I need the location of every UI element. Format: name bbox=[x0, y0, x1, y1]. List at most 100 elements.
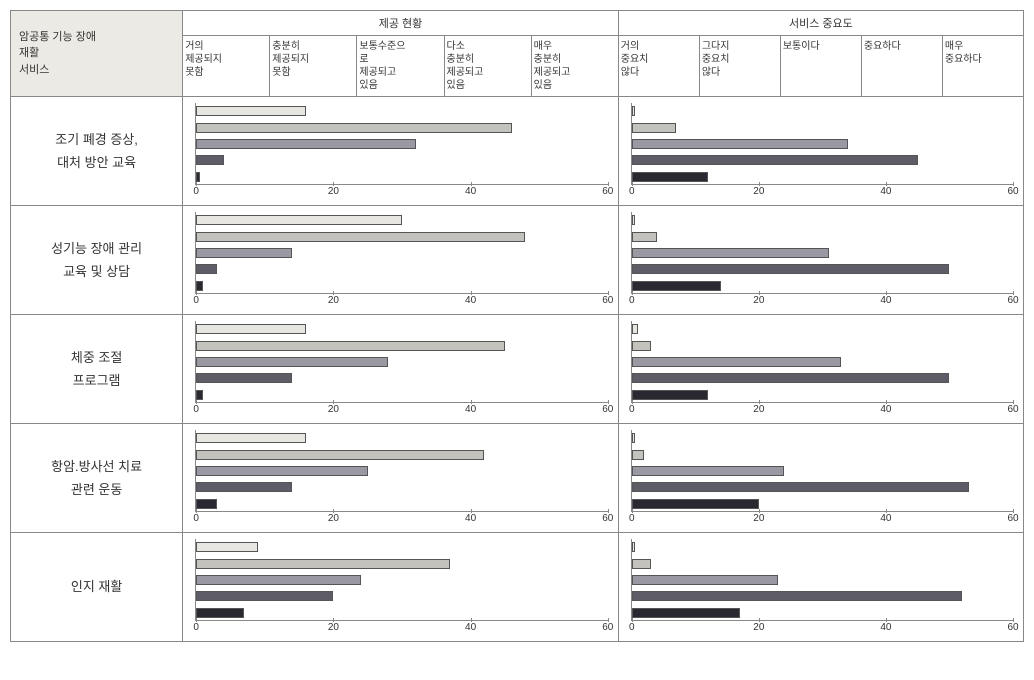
left-bar bbox=[196, 482, 292, 492]
xtick-label: 20 bbox=[328, 295, 339, 306]
right-bar bbox=[632, 542, 635, 552]
xtick-label: 0 bbox=[193, 186, 199, 197]
xtick-label: 20 bbox=[753, 404, 764, 415]
left-bar bbox=[196, 357, 388, 367]
xtick-label: 60 bbox=[602, 404, 613, 415]
left-bar bbox=[196, 123, 512, 133]
left-bar bbox=[196, 155, 223, 165]
left-chart-plot: 0204060 bbox=[195, 539, 608, 621]
left-bar bbox=[196, 341, 505, 351]
xtick-label: 20 bbox=[753, 186, 764, 197]
corner-line3: 서비스 bbox=[19, 62, 174, 79]
right-bar bbox=[632, 608, 740, 618]
left-bar bbox=[196, 542, 258, 552]
left-chart-cell: 0204060 bbox=[183, 424, 619, 533]
xtick-label: 0 bbox=[629, 404, 635, 415]
xtick-label: 0 bbox=[629, 622, 635, 633]
corner-line1: 암공통 기능 장애 bbox=[19, 29, 174, 46]
col-label-l2: 보통수준으 로 제공되고 있음 bbox=[357, 36, 444, 97]
right-chart-plot: 0204060 bbox=[631, 430, 1013, 512]
xtick-label: 0 bbox=[629, 295, 635, 306]
right-xaxis: 0204060 bbox=[632, 513, 1013, 527]
right-chart-cell: 0204060 bbox=[618, 97, 1023, 206]
col-label-r3: 중요하다 bbox=[861, 36, 942, 97]
col-label-r0: 거의 중요치 않다 bbox=[618, 36, 699, 97]
row-label-line1: 성기능 장애 관리 bbox=[15, 237, 178, 260]
section-header-right: 서비스 중요도 bbox=[618, 11, 1023, 36]
right-xaxis: 0204060 bbox=[632, 295, 1013, 309]
row-label-line1: 항암.방사선 치료 bbox=[15, 455, 178, 478]
xtick-label: 40 bbox=[880, 295, 891, 306]
col-label-l1: 충분히 제공되지 못함 bbox=[270, 36, 357, 97]
right-bar bbox=[632, 450, 645, 460]
row-label-line2: 대처 방안 교육 bbox=[15, 151, 178, 174]
row-label: 인지 재활 bbox=[11, 533, 183, 642]
xtick-label: 20 bbox=[753, 295, 764, 306]
right-bar bbox=[632, 281, 721, 291]
row-label-line2: 관련 운동 bbox=[15, 478, 178, 501]
xtick-label: 40 bbox=[880, 404, 891, 415]
right-bar bbox=[632, 575, 778, 585]
xtick-label: 20 bbox=[328, 186, 339, 197]
left-chart-plot: 0204060 bbox=[195, 430, 608, 512]
right-bar bbox=[632, 248, 829, 258]
xtick-label: 60 bbox=[602, 186, 613, 197]
xtick-label: 0 bbox=[193, 295, 199, 306]
left-bar bbox=[196, 232, 525, 242]
main-table: 암공통 기능 장애 재활 서비스 제공 현황 서비스 중요도 거의 제공되지 못… bbox=[10, 10, 1024, 642]
left-chart-cell: 0204060 bbox=[183, 533, 619, 642]
right-bar bbox=[632, 172, 708, 182]
row-label: 항암.방사선 치료관련 운동 bbox=[11, 424, 183, 533]
col-label-l0: 거의 제공되지 못함 bbox=[183, 36, 270, 97]
data-row: 항암.방사선 치료관련 운동02040600204060 bbox=[11, 424, 1024, 533]
left-bar bbox=[196, 281, 203, 291]
left-bar bbox=[196, 172, 199, 182]
left-chart-cell: 0204060 bbox=[183, 97, 619, 206]
row-label-line1: 조기 폐경 증상, bbox=[15, 128, 178, 151]
left-bar bbox=[196, 264, 217, 274]
right-chart-cell: 0204060 bbox=[618, 424, 1023, 533]
left-bar bbox=[196, 373, 292, 383]
xtick-label: 40 bbox=[465, 404, 476, 415]
right-bar bbox=[632, 466, 784, 476]
left-chart-plot: 0204060 bbox=[195, 103, 608, 185]
data-row: 인지 재활02040600204060 bbox=[11, 533, 1024, 642]
right-bar bbox=[632, 591, 962, 601]
left-bar bbox=[196, 433, 306, 443]
right-bar bbox=[632, 324, 638, 334]
left-chart-cell: 0204060 bbox=[183, 315, 619, 424]
left-xaxis: 0204060 bbox=[196, 513, 608, 527]
right-bar bbox=[632, 390, 708, 400]
xtick-label: 60 bbox=[1007, 186, 1018, 197]
left-xaxis: 0204060 bbox=[196, 186, 608, 200]
right-bar bbox=[632, 123, 676, 133]
right-bar bbox=[632, 155, 918, 165]
right-xaxis: 0204060 bbox=[632, 404, 1013, 418]
xtick-label: 40 bbox=[880, 513, 891, 524]
data-row: 성기능 장애 관리교육 및 상담02040600204060 bbox=[11, 206, 1024, 315]
left-bar bbox=[196, 591, 333, 601]
left-chart-plot: 0204060 bbox=[195, 212, 608, 294]
xtick-label: 60 bbox=[602, 295, 613, 306]
left-bar bbox=[196, 559, 450, 569]
right-bar bbox=[632, 341, 651, 351]
section-header-left: 제공 현황 bbox=[183, 11, 619, 36]
left-xaxis: 0204060 bbox=[196, 404, 608, 418]
right-bar bbox=[632, 373, 950, 383]
right-bar bbox=[632, 559, 651, 569]
right-bar bbox=[632, 357, 842, 367]
xtick-label: 40 bbox=[880, 186, 891, 197]
right-bar bbox=[632, 499, 759, 509]
xtick-label: 60 bbox=[602, 622, 613, 633]
xtick-label: 60 bbox=[1007, 404, 1018, 415]
left-bar bbox=[196, 608, 244, 618]
col-label-r1: 그다지 중요치 않다 bbox=[699, 36, 780, 97]
right-xaxis: 0204060 bbox=[632, 622, 1013, 636]
left-chart-cell: 0204060 bbox=[183, 206, 619, 315]
left-bar bbox=[196, 324, 306, 334]
left-xaxis: 0204060 bbox=[196, 295, 608, 309]
left-bar bbox=[196, 499, 217, 509]
xtick-label: 40 bbox=[465, 622, 476, 633]
col-label-l4: 매우 충분히 제공되고 있음 bbox=[531, 36, 618, 97]
xtick-label: 20 bbox=[328, 404, 339, 415]
